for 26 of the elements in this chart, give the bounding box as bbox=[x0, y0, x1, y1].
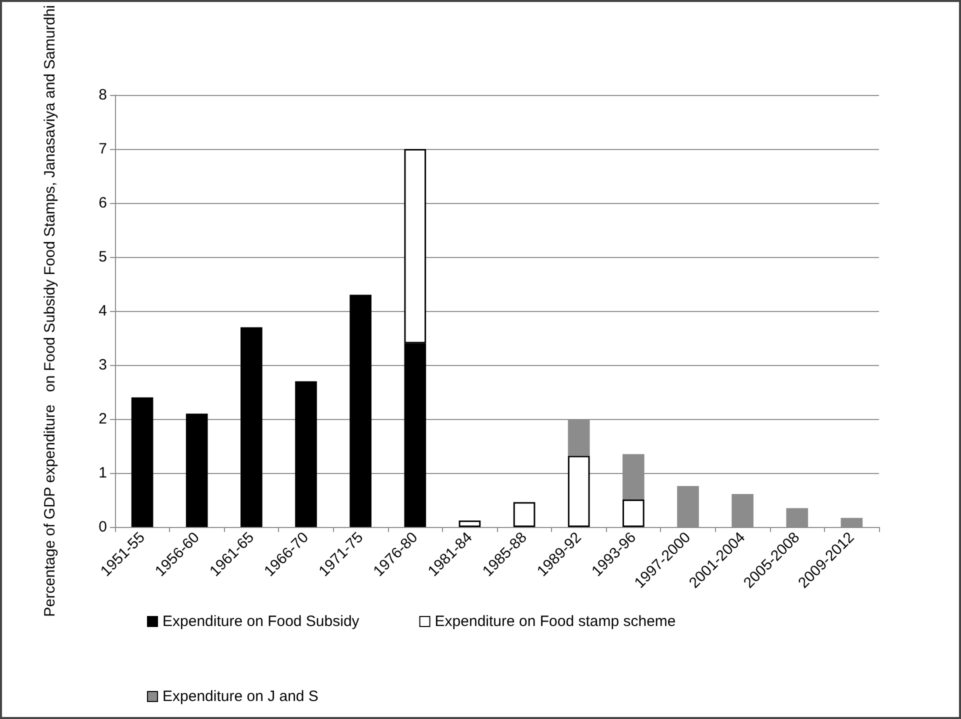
y-axis-title: Percentage of GDP expenditure on Food Subsidy Food Stamps, Janasaviya and Samurdhi bbox=[42, 5, 58, 617]
y-tick-label: 2 bbox=[98, 410, 107, 428]
bar bbox=[131, 397, 154, 527]
y-tick-label: 5 bbox=[98, 248, 107, 266]
y-tick-label: 3 bbox=[98, 356, 107, 374]
bar bbox=[350, 294, 372, 527]
bar bbox=[513, 502, 536, 527]
y-tick-label: 4 bbox=[98, 302, 107, 320]
bar bbox=[786, 508, 808, 527]
bar bbox=[568, 456, 590, 527]
bar bbox=[677, 486, 699, 527]
bar bbox=[840, 518, 863, 527]
y-tick-label: 7 bbox=[98, 140, 107, 158]
bar bbox=[240, 327, 262, 527]
y-tick-label: 0 bbox=[98, 518, 107, 536]
legend-label: Expenditure on Food Subsidy bbox=[162, 613, 360, 630]
bar bbox=[186, 414, 208, 527]
y-tick-label: 8 bbox=[98, 86, 107, 104]
bar bbox=[622, 499, 644, 527]
bar bbox=[295, 381, 317, 527]
legend-label: Expenditure on J and S bbox=[162, 688, 318, 705]
legend-label: Expenditure on Food stamp scheme bbox=[434, 613, 676, 630]
y-tick-label: 6 bbox=[98, 194, 107, 212]
y-tick-label: 1 bbox=[98, 464, 107, 482]
bar bbox=[458, 520, 481, 527]
bar bbox=[732, 494, 754, 527]
